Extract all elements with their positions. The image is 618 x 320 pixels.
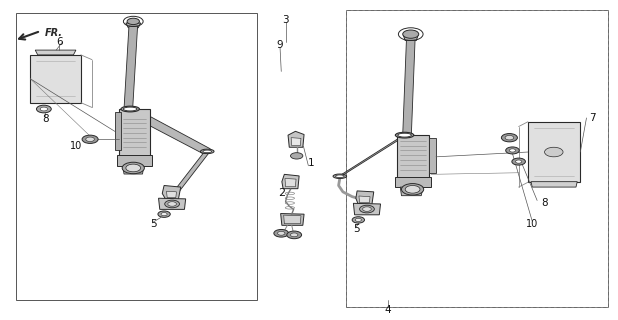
Circle shape bbox=[168, 202, 176, 206]
Text: 6: 6 bbox=[56, 37, 62, 47]
Circle shape bbox=[360, 205, 375, 213]
Polygon shape bbox=[169, 149, 211, 198]
Polygon shape bbox=[528, 122, 580, 182]
Text: 2: 2 bbox=[277, 188, 285, 198]
Ellipse shape bbox=[121, 106, 140, 112]
Polygon shape bbox=[115, 112, 121, 150]
Polygon shape bbox=[359, 196, 370, 203]
Circle shape bbox=[287, 231, 302, 239]
Circle shape bbox=[86, 137, 95, 141]
Circle shape bbox=[277, 231, 285, 235]
Text: 10: 10 bbox=[70, 141, 82, 151]
Circle shape bbox=[402, 184, 424, 195]
Circle shape bbox=[158, 211, 171, 217]
Circle shape bbox=[165, 200, 179, 208]
Ellipse shape bbox=[200, 149, 214, 154]
Text: 8: 8 bbox=[541, 198, 548, 208]
Ellipse shape bbox=[398, 133, 412, 137]
Polygon shape bbox=[126, 23, 141, 28]
Text: 4: 4 bbox=[384, 305, 391, 316]
Polygon shape bbox=[159, 198, 185, 209]
Polygon shape bbox=[163, 186, 180, 200]
Circle shape bbox=[512, 158, 525, 165]
Polygon shape bbox=[404, 35, 418, 41]
Circle shape bbox=[355, 218, 362, 221]
Circle shape bbox=[274, 229, 289, 237]
Polygon shape bbox=[353, 203, 381, 215]
Circle shape bbox=[403, 30, 419, 38]
Polygon shape bbox=[291, 138, 301, 146]
Polygon shape bbox=[167, 191, 176, 197]
Text: FR.: FR. bbox=[45, 28, 63, 37]
Bar bbox=[16, 13, 256, 300]
Polygon shape bbox=[531, 182, 577, 187]
Circle shape bbox=[82, 135, 98, 143]
Polygon shape bbox=[337, 133, 409, 178]
Text: 8: 8 bbox=[42, 114, 48, 124]
Circle shape bbox=[126, 164, 141, 172]
Text: 5: 5 bbox=[353, 224, 360, 234]
Polygon shape bbox=[117, 155, 152, 166]
Polygon shape bbox=[356, 191, 374, 204]
Bar bbox=[346, 10, 608, 307]
Circle shape bbox=[127, 18, 140, 25]
Circle shape bbox=[405, 186, 420, 193]
Polygon shape bbox=[282, 174, 299, 189]
Polygon shape bbox=[284, 215, 301, 224]
Circle shape bbox=[290, 233, 298, 237]
Circle shape bbox=[36, 105, 51, 113]
Text: 10: 10 bbox=[526, 219, 538, 229]
Polygon shape bbox=[30, 55, 81, 103]
Polygon shape bbox=[430, 138, 436, 173]
Polygon shape bbox=[119, 109, 150, 157]
Text: 5: 5 bbox=[150, 219, 157, 229]
Polygon shape bbox=[35, 50, 76, 55]
Polygon shape bbox=[400, 187, 423, 196]
Ellipse shape bbox=[336, 175, 344, 178]
Polygon shape bbox=[281, 213, 304, 225]
Text: 1: 1 bbox=[308, 158, 315, 168]
Circle shape bbox=[161, 212, 167, 216]
Circle shape bbox=[506, 147, 519, 154]
Circle shape bbox=[515, 160, 522, 163]
Polygon shape bbox=[288, 131, 304, 147]
Text: 7: 7 bbox=[590, 113, 596, 123]
Circle shape bbox=[352, 217, 365, 223]
Ellipse shape bbox=[124, 107, 137, 111]
Circle shape bbox=[122, 162, 145, 174]
Circle shape bbox=[290, 153, 303, 159]
Ellipse shape bbox=[396, 132, 414, 138]
Circle shape bbox=[509, 149, 515, 152]
Polygon shape bbox=[285, 179, 296, 187]
Text: 3: 3 bbox=[282, 15, 289, 25]
Circle shape bbox=[501, 133, 517, 142]
Polygon shape bbox=[124, 26, 138, 109]
Ellipse shape bbox=[203, 150, 211, 153]
Circle shape bbox=[544, 147, 563, 157]
Polygon shape bbox=[123, 166, 144, 174]
Circle shape bbox=[40, 107, 48, 111]
Polygon shape bbox=[403, 40, 415, 134]
Polygon shape bbox=[397, 134, 430, 178]
Text: 9: 9 bbox=[277, 40, 283, 50]
Polygon shape bbox=[396, 177, 431, 187]
Circle shape bbox=[505, 135, 514, 140]
Ellipse shape bbox=[333, 174, 347, 179]
Bar bbox=[346, 10, 608, 307]
Circle shape bbox=[363, 207, 371, 211]
Polygon shape bbox=[124, 108, 210, 154]
